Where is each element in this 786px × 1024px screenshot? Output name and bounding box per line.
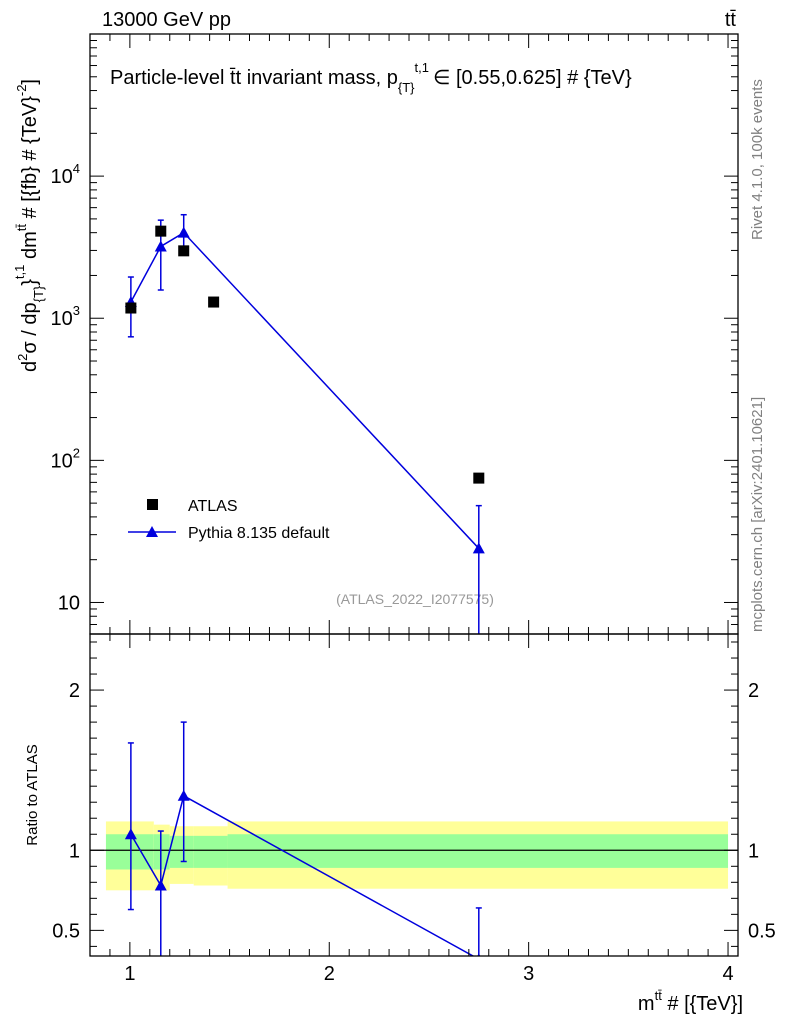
ratio-axis-ticks (90, 634, 738, 956)
ratio-y-axis-label: Ratio to ATLAS (24, 744, 41, 845)
atlas-point (155, 225, 167, 237)
ratio-y-tick-label: 0.5 (52, 920, 80, 942)
x-axis-label: mtt̄ # [{TeV}] (638, 988, 743, 1015)
legend-atlas-label: ATLAS (188, 498, 238, 515)
title-sup: t,1 (415, 60, 429, 75)
atlas-point (125, 302, 137, 314)
ratio-pythia-point (154, 879, 167, 891)
watermark: (ATLAS_2022_I2077575) (336, 591, 494, 607)
ratio-green-band (193, 835, 228, 868)
ratio-y-tick-label-right: 1 (748, 840, 759, 862)
ratio-pythia-point (177, 789, 190, 801)
ratio-data-layer (124, 721, 482, 956)
main-axis-ticks (90, 33, 738, 635)
pythia-point (472, 542, 485, 554)
ratio-y-tick-label: 2 (69, 680, 80, 702)
ratio-pythia-point (124, 828, 137, 840)
ratio-green-band (169, 835, 194, 868)
title-rest: ∈ [0.55,0.625] # {TeV} (433, 67, 632, 89)
x-tick-label: 2 (324, 963, 335, 985)
ratio-tick-labels: 0.5 0.5 1 1 2 2 1 2 3 4 (52, 680, 776, 985)
ratio-green-band (105, 834, 154, 870)
main-y-axis-label: d2σ / dp{T}}t,1 dmtt̄ # [{fb} # {TeV}-2] (12, 79, 46, 372)
x-tick-label: 4 (722, 963, 733, 985)
main-y-tick-label: 103 (51, 303, 80, 330)
ratio-series (124, 721, 482, 956)
ratio-pythia-point (477, 953, 481, 956)
atlas-point (178, 245, 190, 257)
rivet-label: Rivet 4.1.0, 100k events (749, 79, 766, 240)
main-y-tick-label: 10 (58, 592, 80, 614)
legend-pythia-marker (146, 526, 158, 537)
atlas-point (208, 296, 220, 308)
main-y-tick-label: 104 (51, 161, 80, 188)
pythia-point (177, 226, 190, 238)
main-frame (89, 33, 739, 635)
main-title: Particle-level t̄t invariant mass, p{T}t… (110, 60, 632, 95)
x-tick-label: 1 (124, 963, 135, 985)
pythia-line (130, 231, 480, 549)
energy-label: 13000 GeV pp (102, 9, 231, 31)
x-tick-label: 3 (523, 963, 534, 985)
ratio-green-band (227, 834, 729, 868)
title-sub: {T} (398, 80, 415, 95)
pythia-point (154, 240, 167, 252)
legend-pythia-label: Pythia 8.135 default (188, 525, 330, 542)
ratio-y-tick-label-right: 2 (748, 680, 759, 702)
main-y-tick-labels: 10 102 103 104 (51, 161, 80, 614)
title-main: Particle-level t̄t invariant mass, p (110, 67, 398, 89)
atlas-point (473, 472, 485, 484)
ratio-green-band (153, 834, 170, 870)
ratio-uncertainty-bands (105, 821, 729, 891)
legend: ATLAS Pythia 8.135 default (128, 498, 330, 542)
ratio-frame (89, 633, 739, 957)
legend-atlas-marker (147, 499, 158, 510)
ratio-y-tick-label: 1 (69, 840, 80, 862)
main-panel: 10 102 103 104 Particle-level t̄t invariant… (12, 33, 739, 635)
ratio-pythia-line (130, 794, 475, 956)
main-data-layer (124, 213, 485, 634)
ratio-panel: 0.5 0.5 1 1 2 2 1 2 3 4 Ratio to ATLAS mtt̄ # [{T… (24, 633, 776, 1015)
process-label: tt̄ (725, 9, 737, 31)
ratio-y-tick-label-right: 0.5 (748, 920, 776, 942)
main-y-tick-label: 102 (51, 445, 80, 472)
mcplots-url-label: mcplots.cern.ch [arXiv:2401.10621] (749, 397, 766, 632)
